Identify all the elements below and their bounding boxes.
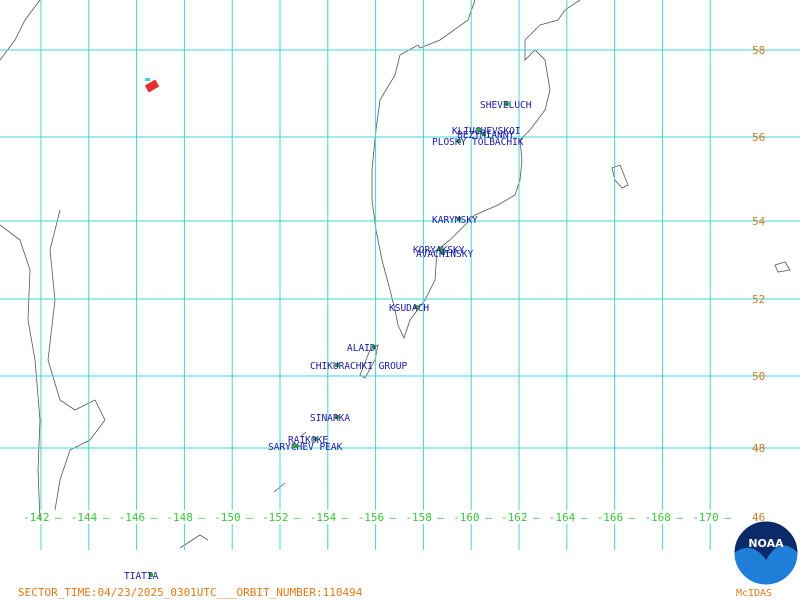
hotspot [144,79,160,93]
lat-label: 54 [752,215,766,228]
volcano-marker [414,305,418,309]
volcano-label: KLIUCHEVSKOI [452,126,521,137]
lon-sep: – [151,511,158,524]
volcano-label: SHEVELUCH [480,100,532,111]
volcano-label: ALAID [347,343,376,354]
lon-label: -168 [644,511,671,524]
volcano-label: TIATIA [124,571,159,582]
volcano-marker [457,217,461,221]
volcano-marker [505,102,509,106]
volcano-marker [438,247,442,251]
lon-sep: – [629,511,636,524]
lon-sep: – [676,511,683,524]
lon-sep: – [390,511,397,524]
lon-label: -150 [214,511,241,524]
logo-caption: McIDAS [736,588,772,599]
coast [0,0,41,61]
lon-label: -152 [262,511,289,524]
lon-label: -162 [501,511,528,524]
logo-ring [733,520,799,586]
volcano-label: KSUDACH [389,303,429,314]
lat-label: 48 [752,442,765,455]
volcano-marker [149,573,153,577]
footer: SECTOR_TIME:04/23/2025_0301UTC___ORBIT_N… [18,586,363,599]
lat-label: 52 [752,293,765,306]
volcano-label: KORYAKSKY [413,245,465,256]
volcano-marker [441,251,445,255]
kamchatka-coast [371,0,581,340]
lon-label: -144 [71,511,98,524]
noaa-logo: NOAA McIDAS [733,520,799,599]
volcano-label: CHIKURACHKI GROUP [310,361,408,372]
lon-sep: – [294,511,301,524]
lon-label: -158 [405,511,432,524]
volcano-label: AVACHINSKY [416,249,473,260]
logo-top [734,521,798,560]
lon-sep: – [342,511,349,524]
lon-label: -142 [23,511,50,524]
volcano-marker [293,444,297,448]
volcano-marker [313,437,317,441]
sakhalin-coast [0,209,106,521]
lon-label: -166 [597,511,624,524]
volcano-label: SARYCHEV PEAK [268,442,343,453]
volcano-label: RAIKOKE [288,435,328,446]
lon-sep: – [246,511,253,524]
lon-sep: – [485,511,492,524]
graticule [0,0,800,550]
coastlines [0,0,791,549]
lat-label: 58 [752,44,765,57]
lat-label: 56 [752,131,765,144]
hotspot-edge [145,78,150,81]
lon-sep: – [724,511,731,524]
volcano-marker [335,415,339,419]
lon-label: -170 [692,511,719,524]
lon-label: -154 [310,511,337,524]
volcano-marker [482,132,486,136]
lon-sep: – [198,511,205,524]
lon-label: -164 [549,511,576,524]
volcano-label: SINARKA [310,413,350,424]
logo-text: NOAA [748,537,784,550]
lon-sep: – [533,511,540,524]
lon-sep: – [55,511,62,524]
volcano-label: BEZYMIANNY [457,130,514,141]
lon-sep: – [581,511,588,524]
volcano-marker [335,363,339,367]
lon-sep: – [103,511,110,524]
lon-sep: – [437,511,444,524]
volcano-marker [457,139,461,143]
lon-label: -156 [358,511,385,524]
volcano-label: PLOSKY TOLBACHIK [432,137,524,148]
volcano-label: KARYMSKY [432,215,478,226]
lat-label: 46 [752,511,765,524]
lon-label: -146 [119,511,146,524]
lon-label: -148 [166,511,193,524]
volcano-marker [477,128,481,132]
volcano-marker [372,345,376,349]
lon-label: -160 [453,511,480,524]
lat-label: 50 [752,370,765,383]
